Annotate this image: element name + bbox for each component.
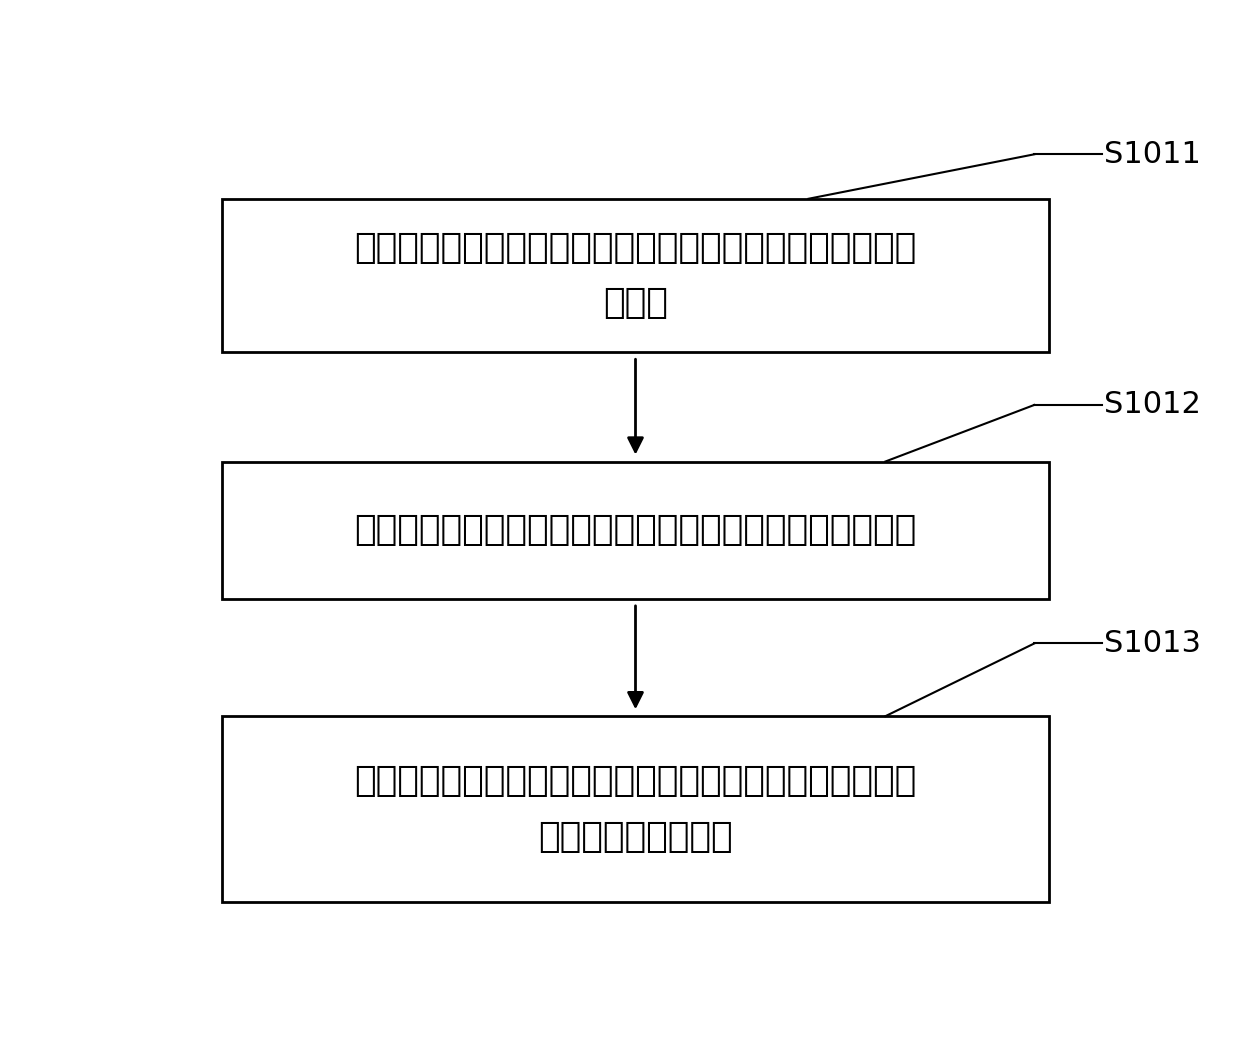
Bar bbox=[222, 198, 1049, 353]
Text: S1013: S1013 bbox=[1105, 629, 1202, 658]
Text: 从所述混洗数据块中依次抽取样本，构成所述原始数据集的
随机样本划分数据块: 从所述混洗数据块中依次抽取样本，构成所述原始数据集的 随机样本划分数据块 bbox=[355, 764, 916, 854]
Text: 对所述原始数据集的原始样本进行划分，获得原始样本划分
数据块: 对所述原始数据集的原始样本进行划分，获得原始样本划分 数据块 bbox=[355, 231, 916, 320]
Bar bbox=[222, 716, 1049, 902]
Text: 对所述原始样本划分数据块进行混洗操作，获得混洗数据块: 对所述原始样本划分数据块进行混洗操作，获得混洗数据块 bbox=[355, 513, 916, 547]
Text: S1011: S1011 bbox=[1105, 140, 1202, 169]
Bar bbox=[222, 462, 1049, 598]
Text: S1012: S1012 bbox=[1105, 391, 1202, 419]
